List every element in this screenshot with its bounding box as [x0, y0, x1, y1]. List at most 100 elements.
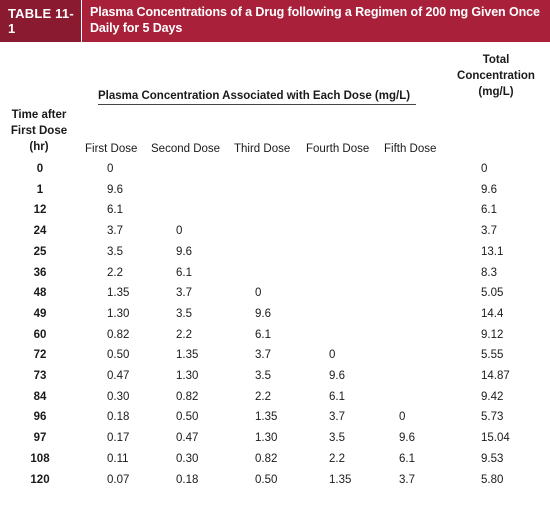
cell-fifth-dose: 3.7	[399, 473, 415, 486]
cell-third-dose: 9.6	[255, 307, 271, 320]
cell-first-dose: 0.47	[107, 370, 130, 382]
cell-total: 6.1	[481, 204, 497, 217]
time-header: Time after First Dose (hr)	[6, 107, 72, 155]
time-header-line-1: Time after	[11, 109, 67, 121]
cell-time: 25	[33, 245, 47, 258]
cell-second-dose: 1.30	[176, 370, 199, 382]
cell-time: 0	[36, 163, 44, 175]
cell-first-dose: 0.11	[107, 452, 129, 465]
table-title: Plasma Concentrations of a Drug followin…	[82, 0, 550, 42]
total-header-line-3: (mg/L)	[478, 86, 514, 98]
cell-first-dose: 0.07	[107, 473, 130, 486]
cell-first-dose: 0.82	[107, 328, 130, 341]
cell-total: 5.55	[481, 349, 504, 362]
table-title-line-1: Plasma Concentrations of a Drug followin…	[90, 5, 540, 19]
column-header-fifth-dose: Fifth Dose	[384, 143, 437, 155]
cell-first-dose: 6.1	[107, 204, 123, 217]
cell-first-dose: 0	[107, 163, 114, 175]
cell-fourth-dose: 9.6	[329, 370, 345, 382]
cell-third-dose: 3.5	[255, 370, 271, 382]
cell-time: 36	[33, 266, 47, 279]
cell-second-dose: 3.7	[176, 287, 192, 300]
column-header-second-dose: Second Dose	[151, 143, 221, 155]
cell-time: 73	[33, 370, 47, 382]
cell-time: 60	[33, 328, 47, 341]
cell-second-dose: 0.47	[176, 432, 199, 445]
total-header-line-2: Concentration	[457, 70, 535, 82]
cell-time: 1	[36, 183, 44, 196]
dose-span-header: Plasma Concentration Associated with Eac…	[98, 90, 411, 102]
cell-second-dose: 6.1	[176, 266, 192, 279]
cell-total: 5.05	[481, 287, 504, 300]
cell-total: 9.6	[481, 183, 497, 196]
cell-third-dose: 0.50	[255, 473, 278, 486]
cell-time: 72	[33, 349, 47, 362]
cell-first-dose: 9.6	[107, 183, 123, 196]
cell-third-dose: 3.7	[255, 349, 271, 362]
cell-fourth-dose: 2.2	[329, 452, 345, 465]
cell-total: 9.53	[481, 452, 504, 465]
cell-total: 3.7	[481, 225, 497, 238]
column-header-third-dose: Third Dose	[234, 143, 291, 155]
cell-fourth-dose: 1.35	[329, 473, 352, 486]
cell-first-dose: 0.30	[107, 390, 130, 403]
cell-fourth-dose: 0	[329, 349, 336, 362]
cell-total: 5.73	[481, 411, 504, 424]
cell-second-dose: 0.18	[176, 473, 199, 486]
cell-third-dose: 2.2	[255, 390, 271, 403]
cell-time: 12	[33, 204, 47, 217]
cell-first-dose: 0.50	[107, 349, 130, 362]
cell-total: 9.42	[481, 390, 504, 403]
dose-span-rule	[98, 104, 416, 105]
cell-second-dose: 1.35	[176, 349, 199, 362]
cell-total: 9.12	[481, 328, 504, 341]
cell-fourth-dose: 3.7	[329, 411, 345, 424]
cell-total: 13.1	[481, 245, 504, 258]
cell-third-dose: 0.82	[255, 452, 278, 465]
cell-second-dose: 0	[176, 225, 183, 238]
time-header-line-2: First Dose	[10, 125, 68, 137]
cell-second-dose: 0.50	[176, 411, 199, 424]
total-header-line-1: Total	[482, 54, 510, 66]
cell-third-dose: 1.35	[255, 411, 278, 424]
table-title-line-2: Daily for 5 Days	[90, 21, 183, 35]
cell-time: 97	[33, 432, 47, 445]
cell-total: 8.3	[481, 266, 497, 279]
cell-first-dose: 3.7	[107, 225, 123, 238]
cell-time: 96	[33, 411, 47, 424]
cell-third-dose: 1.30	[255, 432, 278, 445]
column-header-first-dose: First Dose	[85, 143, 138, 155]
cell-third-dose: 0	[255, 287, 262, 300]
cell-fifth-dose: 9.6	[399, 432, 415, 445]
cell-fourth-dose: 6.1	[329, 390, 345, 403]
cell-first-dose: 0.18	[107, 411, 130, 424]
cell-first-dose: 1.30	[107, 307, 130, 320]
cell-total: 14.87	[481, 370, 510, 382]
time-header-line-3: (hr)	[29, 141, 49, 153]
cell-fifth-dose: 0	[399, 411, 406, 424]
cell-second-dose: 3.5	[176, 307, 192, 320]
cell-time: 108	[30, 452, 50, 465]
cell-first-dose: 2.2	[107, 266, 123, 279]
cell-second-dose: 9.6	[176, 245, 192, 258]
cell-first-dose: 1.35	[107, 287, 130, 300]
cell-fifth-dose: 6.1	[399, 452, 415, 465]
cell-time: 84	[33, 390, 47, 403]
cell-time: 49	[33, 307, 47, 320]
cell-total: 5.80	[481, 473, 504, 486]
cell-first-dose: 0.17	[107, 432, 130, 445]
cell-total: 15.04	[481, 432, 510, 445]
cell-fourth-dose: 3.5	[329, 432, 345, 445]
cell-time: 48	[33, 287, 47, 300]
cell-third-dose: 6.1	[255, 328, 271, 341]
cell-second-dose: 0.30	[176, 452, 199, 465]
cell-total: 14.4	[481, 307, 504, 320]
total-concentration-header: Total Concentration (mg/L)	[446, 52, 546, 100]
cell-total: 0	[481, 163, 488, 175]
cell-time: 24	[33, 225, 47, 238]
table-number: TABLE 11-1	[0, 0, 82, 42]
cell-second-dose: 2.2	[176, 328, 192, 341]
table-header-bar: TABLE 11-1 Plasma Concentrations of a Dr…	[0, 0, 550, 42]
cell-time: 120	[30, 473, 50, 486]
